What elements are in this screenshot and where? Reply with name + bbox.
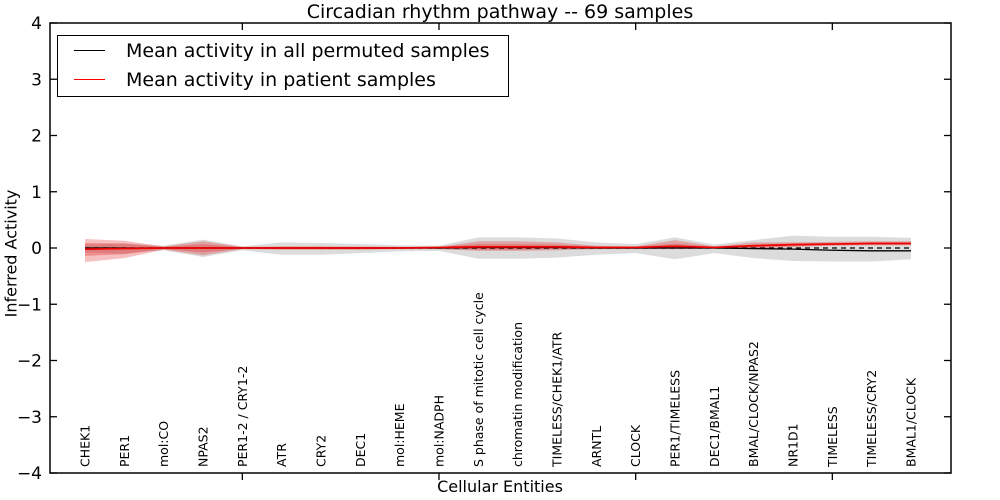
legend-line-patient-icon <box>74 79 105 80</box>
y-tick-label: 4 <box>31 14 42 34</box>
x-tick-label: PER1/TIMELESS <box>668 370 683 467</box>
x-tick-label: ARNTL <box>589 426 604 467</box>
band-permuted-range <box>85 235 911 262</box>
y-tick-label: 0 <box>31 239 42 259</box>
x-tick-label: TIMELESS/CHEK1/ATR <box>550 331 565 468</box>
x-tick-label: DEC1/BMAL1 <box>707 386 722 467</box>
x-tick-label: chromatin modification <box>510 322 525 467</box>
y-tick-label: −2 <box>17 352 42 372</box>
x-tick-label: BMAL/CLOCK/NPAS2 <box>746 341 761 467</box>
y-tick-label: 2 <box>31 127 42 147</box>
x-tick-label: mol:CO <box>156 421 171 467</box>
legend-item-patient: Mean activity in patient samples <box>58 65 508 94</box>
x-tick-label: BMAL1/CLOCK <box>904 377 919 467</box>
x-tick-label: PER1 <box>117 435 132 467</box>
x-tick-label: S phase of mitotic cell cycle <box>471 292 486 467</box>
x-axis-label: Cellular Entities <box>437 477 563 496</box>
y-tick-label: 3 <box>31 70 42 90</box>
y-tick-label: 1 <box>31 183 42 203</box>
x-tick-label: TIMELESS/CRY2 <box>864 370 879 468</box>
series-line-1 <box>84 242 911 250</box>
legend-label-permuted: Mean activity in all permuted samples <box>126 39 490 62</box>
x-tick-label: CHEK1 <box>78 425 93 467</box>
x-tick-label: mol:NADPH <box>432 395 447 467</box>
x-tick-label: NR1D1 <box>786 423 801 467</box>
legend-item-permuted: Mean activity in all permuted samples <box>58 36 508 65</box>
x-tick-label: TIMELESS <box>825 406 840 468</box>
legend: Mean activity in all permuted samples Me… <box>57 35 509 97</box>
y-tick-label: −1 <box>17 295 42 315</box>
x-tick-label: CRY2 <box>314 435 329 467</box>
band-patient-range-outer <box>85 239 911 263</box>
x-tick-label: mol:HEME <box>392 403 407 467</box>
y-axis-label: Inferred Activity <box>1 189 21 318</box>
y-tick-label: −4 <box>17 464 42 484</box>
x-tick-label: CLOCK <box>628 424 643 467</box>
x-tick-label: PER1-2 / CRY1-2 <box>235 366 250 467</box>
chart-title: Circadian rhythm pathway -- 69 samples <box>306 1 694 23</box>
band-patient-range-inner <box>85 242 911 256</box>
x-tick-label: NPAS2 <box>196 426 211 467</box>
legend-label-patient: Mean activity in patient samples <box>126 68 436 91</box>
x-tick-label: ATR <box>274 443 289 467</box>
legend-line-permuted-icon <box>74 50 105 51</box>
x-tick-label: DEC1 <box>353 433 368 467</box>
y-tick-label: −3 <box>17 408 42 428</box>
